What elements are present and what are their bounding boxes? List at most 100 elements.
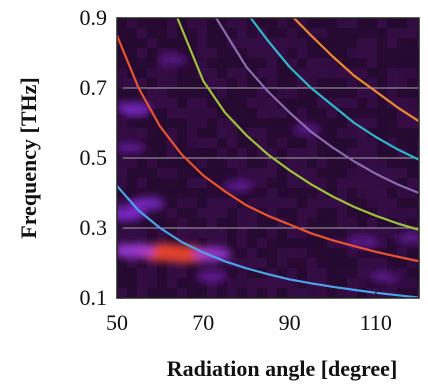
heat-cell <box>247 238 257 248</box>
heat-cell <box>357 158 367 168</box>
heat-cell <box>237 208 247 218</box>
heat-cell <box>177 138 187 148</box>
heat-cell <box>207 208 217 218</box>
heat-cell <box>377 168 387 178</box>
heat-cell <box>197 218 207 228</box>
heat-cell <box>237 218 247 228</box>
heat-cell <box>307 188 317 198</box>
heat-cell <box>387 138 397 148</box>
heat-cell <box>187 288 197 298</box>
heat-cell <box>197 288 207 298</box>
heat-cell <box>337 258 347 268</box>
ticks <box>116 17 377 299</box>
heat-cell <box>367 88 377 98</box>
heat-cell <box>227 118 237 128</box>
heat-cell <box>327 208 337 218</box>
heat-cell <box>407 88 417 98</box>
heat-cell <box>197 78 207 88</box>
heat-cell <box>147 178 157 188</box>
heat-cell <box>177 108 187 118</box>
heat-cell <box>377 38 387 48</box>
heat-cell <box>197 58 207 68</box>
heat-cell <box>297 258 307 268</box>
heat-cell <box>147 128 157 138</box>
heat-cell <box>417 158 419 168</box>
heat-cell <box>257 288 267 298</box>
heat-cell <box>337 158 347 168</box>
heat-cell <box>287 288 297 298</box>
heat-cell <box>157 18 167 28</box>
heat-cell <box>277 98 287 108</box>
heat-cell <box>257 58 267 68</box>
heat-cell <box>217 108 227 118</box>
heat-cell <box>277 28 287 38</box>
heat-cell <box>357 258 367 268</box>
heat-cell <box>207 48 217 58</box>
heat-cell <box>287 238 297 248</box>
heat-cell <box>177 258 187 268</box>
heat-cell <box>177 38 187 48</box>
heat-cell <box>417 138 419 148</box>
heat-cell <box>397 158 407 168</box>
heat-cell <box>407 28 417 38</box>
heat-cell <box>257 118 267 128</box>
heat-cell <box>167 158 177 168</box>
heat-cell <box>347 38 357 48</box>
heat-cell <box>207 158 217 168</box>
heat-cell <box>257 278 267 288</box>
heat-cell <box>127 178 137 188</box>
heat-cell <box>117 68 127 78</box>
heat-cell <box>387 228 397 238</box>
heat-cell <box>387 118 397 128</box>
heat-cell <box>387 188 397 198</box>
heat-cell <box>267 68 277 78</box>
heat-cell <box>367 108 377 118</box>
heat-cell <box>207 68 217 78</box>
heat-cell <box>167 98 177 108</box>
heat-cell <box>307 238 317 248</box>
heat-cell <box>327 178 337 188</box>
heat-cell <box>327 18 337 28</box>
heat-cell <box>377 48 387 58</box>
heat-cell <box>287 118 297 128</box>
heat-cell <box>177 148 187 158</box>
heat-cell <box>167 218 177 228</box>
heat-cell <box>257 228 267 238</box>
heat-cell <box>377 128 387 138</box>
series-curve <box>249 18 419 161</box>
heat-cell <box>337 198 347 208</box>
heat-cell <box>117 88 127 98</box>
heat-cell <box>277 168 287 178</box>
heat-cell <box>247 288 257 298</box>
heat-cell <box>207 238 217 248</box>
heat-cell <box>227 48 237 58</box>
x-tick-label: 70 <box>192 310 214 335</box>
heat-cell <box>397 178 407 188</box>
heat-cell <box>177 98 187 108</box>
heat-cell <box>117 228 127 238</box>
heat-cell <box>207 128 217 138</box>
heat-cell <box>247 128 257 138</box>
heat-cell <box>187 78 197 88</box>
y-tick-label: 0.1 <box>80 285 108 310</box>
heat-cell <box>217 258 227 268</box>
heat-cell <box>357 248 367 258</box>
heat-cell <box>247 218 257 228</box>
heat-cell <box>127 278 137 288</box>
heat-cell <box>187 218 197 228</box>
heat-cell <box>167 178 177 188</box>
heat-cell <box>277 88 287 98</box>
heat-cell <box>237 28 247 38</box>
heat-cell <box>257 258 267 268</box>
heat-cell <box>297 288 307 298</box>
heat-cell <box>347 88 357 98</box>
heat-cell <box>387 38 397 48</box>
heat-cell <box>347 218 357 228</box>
heat-cell <box>297 248 307 258</box>
heat-cell <box>117 38 127 48</box>
heat-cell <box>357 68 367 78</box>
heat-cell <box>277 268 287 278</box>
heat-cell <box>137 38 147 48</box>
heat-cell <box>357 28 367 38</box>
heat-cell <box>317 68 327 78</box>
